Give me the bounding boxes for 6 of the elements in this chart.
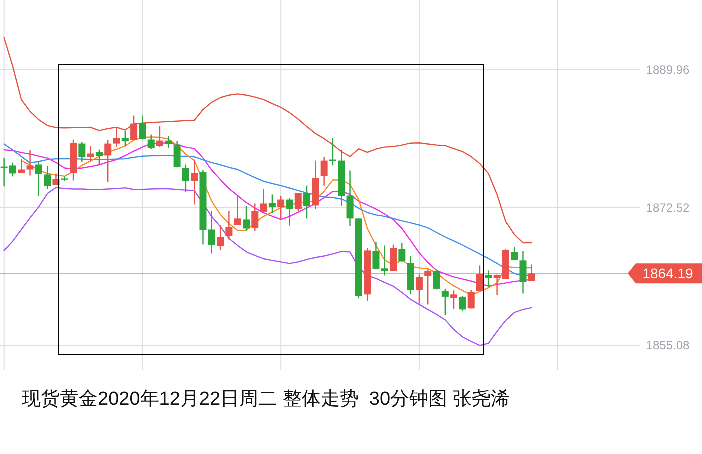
y-tick-label: 1889.96 [646,62,690,77]
ref-line-label: 1864.19 [642,266,694,282]
ref-label: 1864.19 [628,264,702,284]
title: 现货黄金2020年12月22日周二 整体走势 30分钟图 张尧浠 [22,389,510,410]
y-tick-label: 1855.08 [646,338,690,353]
y-tick-label: 1872.52 [646,200,690,215]
